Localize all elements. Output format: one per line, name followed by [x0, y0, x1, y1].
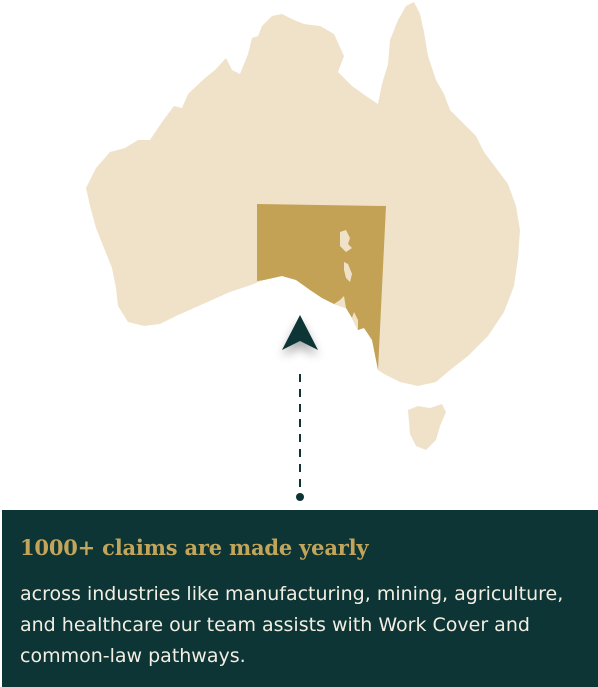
connector-dot	[296, 493, 304, 501]
gulf-st-vincent	[352, 312, 358, 330]
lake-torrens	[344, 262, 352, 282]
australia-map	[86, 2, 520, 501]
location-arrow-icon	[282, 315, 318, 350]
lake-eyre	[340, 230, 352, 252]
south-australia-region	[257, 204, 386, 370]
info-card: 1000+ claims are made yearly across indu…	[2, 510, 598, 687]
claims-headline: 1000+ claims are made yearly	[20, 535, 369, 560]
australia-mainland	[86, 2, 520, 386]
claims-description: across industries like manufacturing, mi…	[20, 583, 564, 667]
map-svg	[86, 2, 520, 501]
spencer-gulf	[334, 296, 346, 308]
tasmania	[408, 404, 446, 450]
